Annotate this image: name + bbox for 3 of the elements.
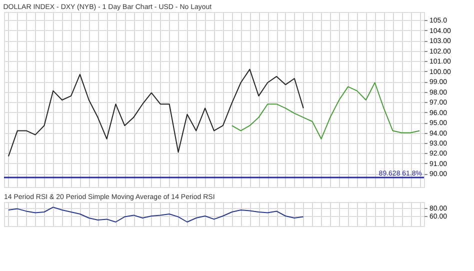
line-series: [8, 68, 304, 157]
line-series: [231, 82, 420, 140]
line-series: [8, 206, 304, 222]
